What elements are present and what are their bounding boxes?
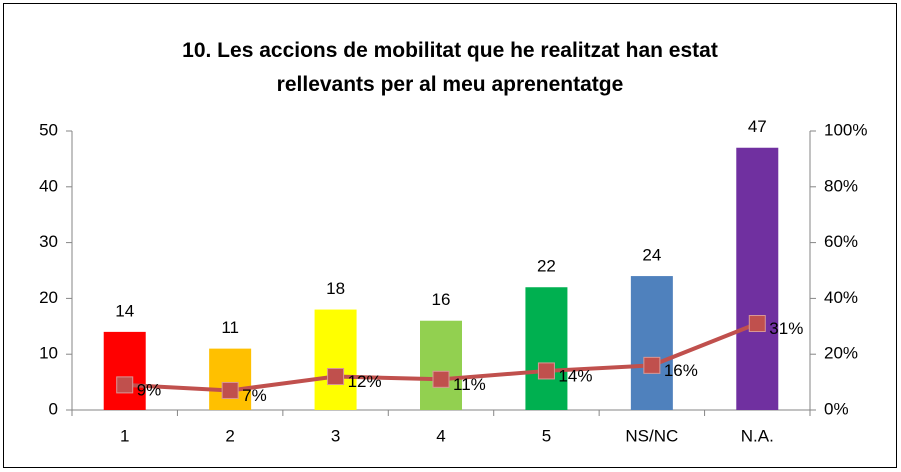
line-marker (432, 370, 450, 388)
line-value-label: 14% (558, 366, 592, 385)
bar-value-label: 18 (326, 279, 345, 298)
bar-value-label: 11 (221, 318, 239, 337)
bar (103, 331, 146, 410)
line-marker (748, 315, 766, 333)
line-value-label: 16% (664, 361, 698, 380)
bar (420, 320, 462, 410)
y2-tick-label: 0% (824, 399, 849, 418)
y-tick-label: 20 (39, 288, 58, 307)
line-marker (537, 362, 555, 380)
bar (630, 276, 673, 410)
line-marker (327, 368, 345, 386)
bar-value-label: 47 (748, 117, 767, 136)
y2-tick-label: 80% (824, 176, 858, 195)
line-value-label: 31% (769, 319, 803, 338)
line-value-label: 9% (137, 380, 162, 399)
y-tick-label: 40 (39, 176, 58, 195)
y2-tick-label: 100% (824, 120, 867, 139)
bar (525, 287, 568, 410)
bar-value-label: 14 (115, 301, 134, 320)
y-tick-label: 10 (39, 344, 58, 363)
x-tick-label: 4 (436, 426, 445, 445)
line-marker (221, 381, 239, 399)
line-value-label: 11% (453, 375, 486, 394)
x-tick-label: 5 (542, 426, 551, 445)
y2-tick-label: 20% (824, 344, 858, 363)
y-tick-label: 0 (49, 399, 58, 418)
line-marker (116, 376, 134, 394)
x-tick-label: 1 (120, 426, 129, 445)
x-tick-label: 3 (331, 426, 340, 445)
bar-value-label: 24 (642, 246, 661, 265)
bar (736, 147, 779, 411)
chart-title: 10. Les accions de mobilitat que he real… (182, 39, 718, 96)
y-tick-label: 30 (39, 232, 58, 251)
x-tick-label: 2 (225, 426, 234, 445)
chart-border (3, 3, 897, 468)
y2-tick-label: 60% (824, 232, 858, 251)
y2-tick-label: 40% (824, 288, 858, 307)
bar (209, 348, 252, 410)
x-tick-label: N.A. (741, 426, 774, 445)
x-tick-label: NS/NC (625, 426, 678, 445)
line-value-label: 12% (348, 372, 382, 391)
y-tick-label: 50 (39, 120, 58, 139)
line-value-label: 7% (242, 386, 267, 405)
line-marker (643, 356, 661, 374)
bar-value-label: 16 (432, 290, 451, 309)
bar (314, 309, 357, 410)
bar-value-label: 22 (537, 257, 556, 276)
